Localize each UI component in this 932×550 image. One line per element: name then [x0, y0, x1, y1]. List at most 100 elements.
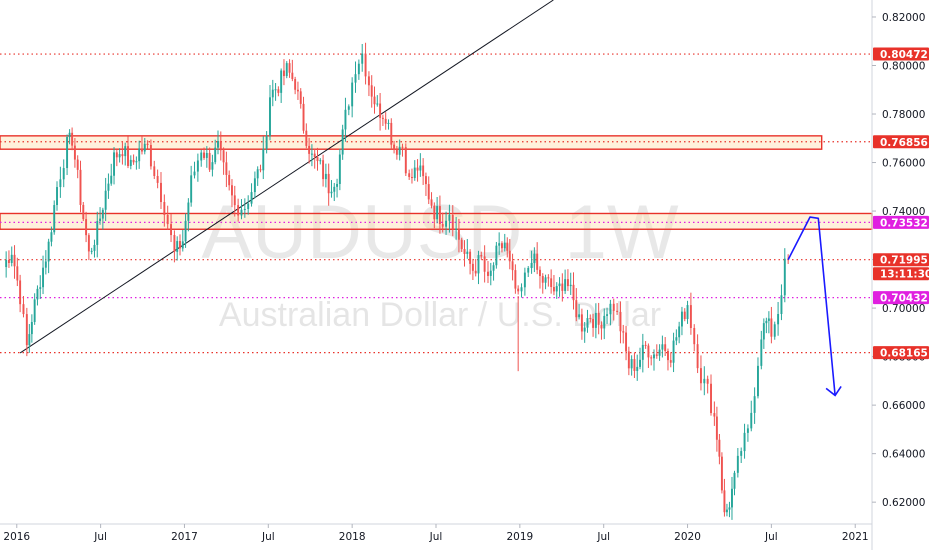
resistance-zone[interactable]: [0, 135, 823, 150]
candle-body: [630, 359, 633, 369]
candle-body: [723, 490, 726, 513]
time-tick-label: 2017: [171, 531, 198, 543]
candle-body: [404, 147, 407, 174]
candle-body: [361, 53, 364, 64]
candle-body: [376, 103, 379, 105]
candle-body: [457, 228, 460, 240]
candle-body: [541, 276, 544, 283]
candle-body: [357, 63, 360, 75]
candle-body: [135, 161, 138, 163]
candle-body: [173, 235, 176, 252]
candle-body: [436, 206, 439, 220]
candle-body: [627, 351, 630, 369]
candle-body: [773, 324, 776, 337]
candle-body: [731, 488, 733, 508]
price-tick-label: 0.62000: [882, 497, 925, 509]
candle-body: [520, 287, 523, 292]
candle-body: [231, 185, 233, 196]
level-price-tag: [873, 47, 929, 61]
price-tick-label: 0.64000: [882, 449, 925, 461]
price-axis-level-labels: 0.80472 0.76856 0.73532 0.71995 0.70432 0.681…: [873, 47, 932, 360]
candle-body: [68, 132, 71, 138]
candle-body: [667, 351, 669, 361]
candle-body: [250, 192, 253, 204]
candle-body: [176, 241, 179, 252]
candle-body: [101, 209, 104, 219]
candle-body: [44, 261, 47, 268]
projection-arrowhead: [825, 385, 842, 397]
candle-body: [33, 299, 36, 322]
candle-body: [492, 265, 495, 271]
candle-body: [56, 187, 58, 206]
candle-body: [211, 162, 214, 170]
candle-body: [16, 266, 19, 281]
candle-body: [351, 82, 354, 107]
candle-body: [427, 184, 430, 200]
candle-body: [736, 455, 739, 473]
candle-body: [641, 344, 644, 360]
candle-body: [609, 303, 612, 315]
candle-body: [757, 365, 759, 397]
price-axis[interactable]: 0.820000.800000.780000.760000.740000.720…: [871, 0, 932, 550]
candle-body: [330, 191, 333, 194]
level-price-tag-text: 0.68165: [880, 348, 928, 360]
candle-body: [500, 243, 503, 249]
candle-body: [650, 357, 653, 359]
candle-body: [288, 63, 291, 73]
time-tick-label: 2020: [674, 531, 701, 543]
trendline-layer[interactable]: [19, 0, 554, 354]
candle-body: [469, 251, 472, 264]
level-price-tag-text: 0.76856: [880, 137, 928, 149]
candle-body: [373, 96, 376, 105]
candle-body: [308, 145, 311, 154]
countdown-text: 13:11:30: [880, 269, 932, 281]
level-price-tag-text: 0.73532: [880, 217, 928, 229]
candle-body: [262, 148, 265, 171]
candle-body: [36, 288, 39, 300]
candle-body: [59, 179, 62, 188]
candle-body: [25, 314, 28, 346]
trendline[interactable]: [19, 0, 554, 354]
time-axis[interactable]: 2016 Jul 2017 Jul 2018 Jul 2019 Jul 2020 Jul 2021: [0, 523, 872, 543]
candle-body: [639, 359, 641, 367]
candle-body: [113, 152, 115, 176]
candle-body: [237, 205, 240, 216]
candle-body: [118, 154, 121, 158]
candle-body: [47, 241, 50, 262]
candle-body: [305, 130, 308, 146]
candle-body: [606, 314, 609, 316]
candle-body: [271, 89, 274, 98]
candle-body: [728, 507, 731, 510]
candle-body: [22, 304, 25, 315]
candle-body: [280, 70, 283, 93]
resistance-zone[interactable]: [0, 212, 873, 230]
candle-body: [274, 89, 277, 91]
candle-body: [783, 258, 786, 296]
candle-body: [555, 286, 558, 292]
time-tick-label: 2021: [842, 531, 869, 543]
candle-body: [471, 263, 474, 271]
candle-body: [200, 152, 203, 161]
candle-body: [514, 270, 517, 289]
candle-body: [82, 204, 85, 220]
candle-body: [658, 349, 661, 356]
candle-body: [181, 241, 184, 249]
candle-body: [780, 295, 783, 314]
candle-body: [42, 267, 45, 288]
time-tick-label: 2018: [339, 531, 366, 543]
candle-body: [381, 117, 384, 119]
candle-body: [445, 220, 448, 227]
candle-body: [718, 439, 721, 457]
candle-body: [285, 63, 288, 77]
candle-body: [725, 509, 728, 513]
time-tick-label: Jul: [764, 531, 778, 543]
time-tick-label: Jul: [93, 531, 107, 543]
candle-body: [715, 416, 718, 440]
candle-body: [243, 208, 246, 210]
candle-body: [544, 277, 547, 283]
candle-body: [762, 323, 765, 340]
projection-path[interactable]: [787, 216, 836, 396]
projection-layer[interactable]: [787, 216, 842, 397]
price-tick-label: 0.78000: [882, 109, 925, 121]
